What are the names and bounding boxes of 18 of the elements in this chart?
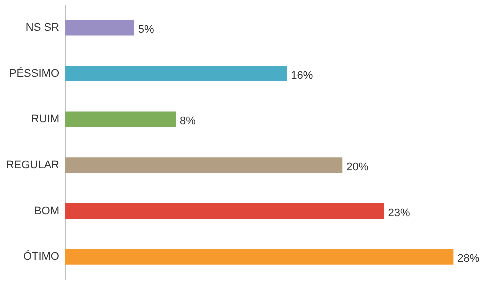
data-label: 28%	[458, 253, 480, 266]
y-tick-label: NS SR	[26, 22, 60, 34]
y-tick-label: BOM	[34, 205, 60, 218]
y-tick-label: ÓTIMO	[23, 250, 60, 264]
data-label: 23%	[388, 207, 411, 220]
data-label: 20%	[346, 161, 369, 174]
y-tick-label: PÉSSIMO	[9, 66, 60, 80]
y-tick-label: REGULAR	[6, 159, 60, 172]
bar	[65, 66, 288, 82]
bar	[65, 20, 134, 36]
bar	[65, 203, 384, 220]
bar	[65, 249, 454, 265]
data-label: 5%	[138, 24, 155, 36]
bar	[65, 112, 176, 128]
data-label: 8%	[180, 116, 196, 128]
y-tick-label: RUIM	[31, 114, 60, 126]
data-label: 16%	[291, 70, 314, 82]
bar	[65, 158, 343, 174]
